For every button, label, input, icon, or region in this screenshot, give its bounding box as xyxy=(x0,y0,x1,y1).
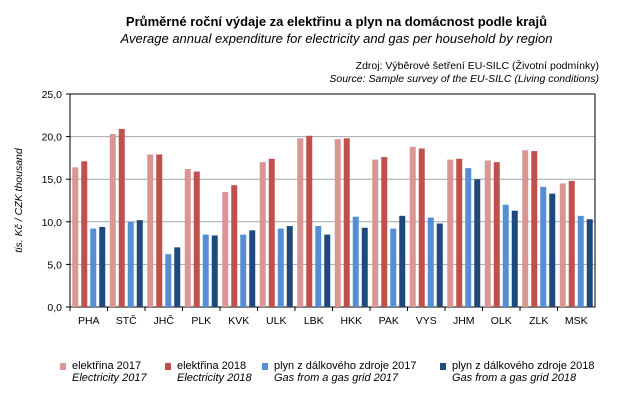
bar-ZLK-1 xyxy=(531,151,538,307)
y-tick-label: 20,0 xyxy=(42,132,63,144)
bar-PHA-2 xyxy=(90,228,97,307)
legend-swatch xyxy=(60,362,66,370)
x-tick-label: MSK xyxy=(565,315,588,327)
x-tick-label: ULK xyxy=(266,315,286,327)
bar-VYS-2 xyxy=(427,217,434,307)
bar-PAK-3 xyxy=(399,215,406,307)
legend-item: plyn z dálkového zdroje 2018 Gas from a g… xyxy=(440,360,594,384)
y-tick-label: 15,0 xyxy=(42,174,63,186)
bar-ULK-0 xyxy=(259,162,266,307)
bar-OLK-3 xyxy=(511,210,518,307)
bar-JHM-3 xyxy=(474,179,481,307)
bar-JHČ-1 xyxy=(156,154,163,307)
bar-HKK-0 xyxy=(334,139,341,307)
y-tick-label: 10,0 xyxy=(42,217,63,229)
bar-ZLK-2 xyxy=(540,186,547,307)
x-tick-label: ZLK xyxy=(529,315,548,327)
bar-STČ-3 xyxy=(136,220,143,307)
legend-item: elektřina 2018 Electricity 2018 xyxy=(165,360,252,384)
bar-VYS-0 xyxy=(409,146,416,307)
bar-PLK-3 xyxy=(211,235,218,307)
bar-MSK-0 xyxy=(559,183,566,307)
bar-OLK-0 xyxy=(484,160,491,307)
bar-LBK-2 xyxy=(315,226,322,307)
bar-ULK-2 xyxy=(277,228,284,307)
bar-OLK-2 xyxy=(502,204,509,307)
bar-JHM-1 xyxy=(456,158,463,307)
x-tick-label: PAK xyxy=(379,315,399,327)
bar-ULK-3 xyxy=(286,226,293,307)
x-tick-label: HKK xyxy=(340,315,362,327)
bar-KVK-1 xyxy=(231,185,238,307)
bar-STČ-1 xyxy=(118,128,125,307)
bar-MSK-3 xyxy=(586,219,593,307)
bar-JHM-0 xyxy=(447,159,454,307)
bar-PAK-0 xyxy=(372,159,379,307)
bar-VYS-3 xyxy=(436,223,443,307)
chart-title: Průměrné roční výdaje za elektřinu a ply… xyxy=(125,14,548,29)
x-tick-label: STČ xyxy=(116,314,137,327)
bar-LBK-0 xyxy=(297,138,304,307)
bar-PLK-2 xyxy=(202,234,209,307)
bar-STČ-2 xyxy=(127,221,134,307)
bar-JHM-2 xyxy=(465,168,472,307)
x-tick-label: LBK xyxy=(304,315,324,327)
bar-JHČ-0 xyxy=(147,154,154,307)
legend-label-en: Gas from a gas grid 2017 xyxy=(274,372,399,384)
y-tick-label: 25,0 xyxy=(42,89,63,101)
y-axis-label: tis. Kč / CZK thousand xyxy=(13,147,25,253)
legend-swatch xyxy=(165,362,171,370)
source-cz: Zdroj: Výběrové šetření EU-SILC (Životní… xyxy=(355,60,599,72)
bar-PHA-1 xyxy=(81,161,88,307)
bar-PLK-1 xyxy=(193,171,200,307)
y-tick-label: 0,0 xyxy=(47,302,62,314)
legend-label: elektřina 2018 xyxy=(177,360,247,372)
bar-KVK-0 xyxy=(222,191,229,307)
x-tick-label: PHA xyxy=(78,315,100,327)
bar-JHČ-2 xyxy=(165,254,172,307)
legend-label: plyn z dálkového zdroje 2018 xyxy=(452,360,595,372)
bar-JHČ-3 xyxy=(174,247,181,307)
bar-ULK-1 xyxy=(268,158,275,307)
bar-PHA-3 xyxy=(99,226,106,307)
x-tick-label: JHČ xyxy=(154,314,175,327)
bar-MSK-2 xyxy=(577,215,584,307)
legend-item: elektřina 2017 Electricity 2017 xyxy=(60,360,147,384)
bar-PHA-0 xyxy=(72,167,79,307)
bar-OLK-1 xyxy=(493,162,500,307)
bar-HKK-3 xyxy=(361,227,368,307)
source-en: Source: Sample survey of the EU-SILC (Li… xyxy=(329,73,599,85)
legend-label: elektřina 2017 xyxy=(72,360,142,372)
bar-LBK-1 xyxy=(306,135,313,307)
bar-PLK-0 xyxy=(184,168,191,307)
x-tick-label: KVK xyxy=(228,315,249,327)
x-tick-label: PLK xyxy=(191,315,211,327)
bar-VYS-1 xyxy=(418,148,425,307)
bar-PAK-1 xyxy=(381,157,388,307)
bar-HKK-1 xyxy=(343,138,350,307)
bar-KVK-2 xyxy=(240,234,247,307)
bar-LBK-3 xyxy=(324,234,331,307)
bar-PAK-2 xyxy=(390,228,397,307)
chart-subtitle: Average annual expenditure for electrici… xyxy=(120,31,553,46)
bar-HKK-2 xyxy=(352,216,359,307)
legend-label: plyn z dálkového zdroje 2017 xyxy=(274,360,417,372)
legend-item: plyn z dálkového zdroje 2017 Gas from a g… xyxy=(262,360,416,384)
legend-label-en: Electricity 2018 xyxy=(177,372,252,384)
bar-STČ-0 xyxy=(109,134,116,307)
x-tick-label: VYS xyxy=(416,315,437,327)
x-tick-label: JHM xyxy=(453,315,475,327)
legend-label-en: Electricity 2017 xyxy=(72,372,147,384)
bar-ZLK-3 xyxy=(549,193,556,307)
x-tick-label: OLK xyxy=(491,315,512,327)
bar-ZLK-0 xyxy=(522,150,529,307)
bar-MSK-1 xyxy=(568,180,575,307)
bar-KVK-3 xyxy=(249,230,256,307)
legend-label-en: Gas from a gas grid 2018 xyxy=(452,372,577,384)
legend-swatch xyxy=(440,362,446,370)
y-tick-label: 5,0 xyxy=(47,259,62,271)
legend-swatch xyxy=(262,362,268,370)
